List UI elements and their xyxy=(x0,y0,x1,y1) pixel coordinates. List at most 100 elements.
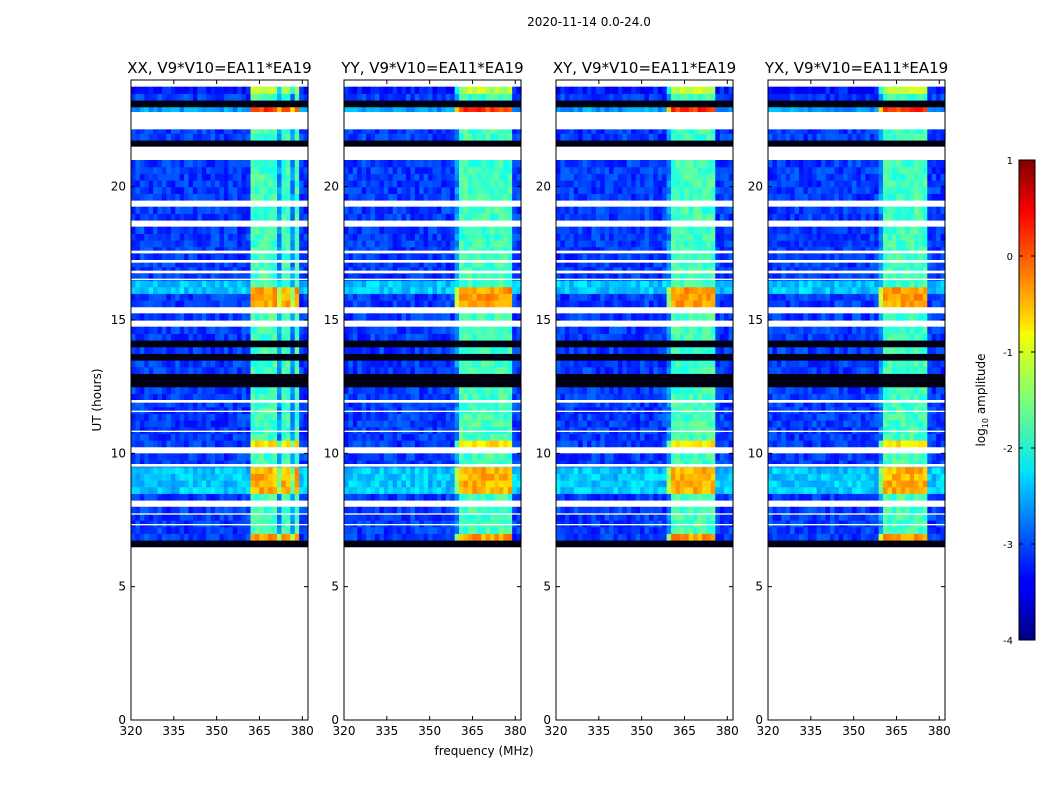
heatmap-cell xyxy=(161,386,167,394)
heatmap-cell xyxy=(503,360,509,368)
heatmap-cell xyxy=(662,413,668,421)
heatmap-cell xyxy=(472,493,478,501)
heatmap-cell xyxy=(206,293,212,301)
heatmap-cell xyxy=(679,486,685,494)
heatmap-cell xyxy=(441,106,447,114)
heatmap-cell xyxy=(697,493,703,501)
heatmap-cell xyxy=(564,473,570,481)
x-tick-label: 335 xyxy=(162,724,185,738)
heatmap-cell xyxy=(379,313,385,321)
heatmap-cell xyxy=(679,406,685,414)
heatmap-cell xyxy=(485,93,491,101)
heatmap-cell xyxy=(131,86,137,94)
heatmap-cell xyxy=(481,240,487,248)
heatmap-cell xyxy=(476,400,482,408)
heatmap-cell xyxy=(206,460,212,468)
heatmap-cell xyxy=(459,420,465,428)
heatmap-cell xyxy=(702,480,708,488)
heatmap-cell xyxy=(215,266,221,274)
heatmap-cell xyxy=(197,206,203,214)
heatmap-cell xyxy=(463,493,469,501)
heatmap-cell xyxy=(481,246,487,254)
heatmap-cell xyxy=(277,480,283,488)
heatmap-cell xyxy=(281,453,287,461)
heatmap-cell xyxy=(432,313,438,321)
heatmap-cell xyxy=(357,493,363,501)
heatmap-cell xyxy=(241,360,247,368)
heatmap-cell xyxy=(436,106,442,114)
heatmap-cell xyxy=(476,480,482,488)
heatmap-cell xyxy=(441,453,447,461)
heatmap-cell xyxy=(303,486,309,494)
heatmap-cell xyxy=(175,426,181,434)
heatmap-cell xyxy=(657,406,663,414)
heatmap-cell xyxy=(419,106,425,114)
heatmap-cell xyxy=(366,246,372,254)
heatmap-cell xyxy=(184,253,190,261)
heatmap-cell xyxy=(228,533,234,541)
heatmap-cell xyxy=(481,366,487,374)
heatmap-cell xyxy=(175,133,181,141)
heatmap-cell xyxy=(250,360,256,368)
heatmap-cell xyxy=(688,406,694,414)
heatmap-cell xyxy=(144,386,150,394)
heatmap-cell xyxy=(450,360,456,368)
heatmap-cell xyxy=(450,400,456,408)
heatmap-cell xyxy=(450,133,456,141)
heatmap-cell xyxy=(710,420,716,428)
heatmap-cell xyxy=(201,133,207,141)
heatmap-cell xyxy=(166,393,172,401)
heatmap-cell xyxy=(370,133,376,141)
heatmap-cell xyxy=(348,326,354,334)
heatmap-cell xyxy=(490,300,496,308)
heatmap-cell xyxy=(250,473,256,481)
heatmap-cell xyxy=(432,413,438,421)
heatmap-cell xyxy=(246,173,252,181)
heatmap-cell xyxy=(450,246,456,254)
heatmap-cell xyxy=(564,520,570,528)
heatmap-cell xyxy=(724,440,730,448)
heatmap-cell xyxy=(281,213,287,221)
heatmap-cell xyxy=(485,193,491,201)
heatmap-cell xyxy=(401,273,407,281)
heatmap-cell xyxy=(281,400,287,408)
heatmap-cell xyxy=(361,333,367,341)
heatmap-cell xyxy=(352,193,358,201)
heatmap-cell xyxy=(512,520,518,528)
heatmap-cell xyxy=(131,266,137,274)
heatmap-cell xyxy=(494,420,500,428)
heatmap-cell xyxy=(609,413,615,421)
heatmap-cell xyxy=(512,206,518,214)
heatmap-cell xyxy=(715,506,721,514)
heatmap-cell xyxy=(277,280,283,288)
heatmap-cell xyxy=(498,460,504,468)
heatmap-cell xyxy=(450,473,456,481)
heatmap-cell xyxy=(303,366,309,374)
heatmap-cell xyxy=(472,273,478,281)
heatmap-cell xyxy=(383,386,389,394)
heatmap-cell xyxy=(432,253,438,261)
heatmap-cell xyxy=(139,160,145,168)
heatmap-cell xyxy=(206,246,212,254)
heatmap-cell xyxy=(485,513,491,521)
heatmap-cell xyxy=(241,160,247,168)
heatmap-cell xyxy=(352,486,358,494)
heatmap-cell xyxy=(613,406,619,414)
heatmap-cell xyxy=(569,480,575,488)
heatmap-cell xyxy=(294,93,300,101)
heatmap-cell xyxy=(476,473,482,481)
heatmap-cell xyxy=(436,493,442,501)
heatmap-cell xyxy=(472,453,478,461)
heatmap-cell xyxy=(294,400,300,408)
heatmap-cell xyxy=(379,213,385,221)
heatmap-cell xyxy=(485,240,491,248)
heatmap-cell xyxy=(476,126,482,134)
heatmap-cell xyxy=(272,513,278,521)
heatmap-cell xyxy=(710,480,716,488)
heatmap-cell xyxy=(237,260,243,268)
heatmap-cell xyxy=(503,346,509,354)
heatmap-cell xyxy=(281,300,287,308)
heatmap-cell xyxy=(653,513,659,521)
heatmap-cell xyxy=(131,413,137,421)
